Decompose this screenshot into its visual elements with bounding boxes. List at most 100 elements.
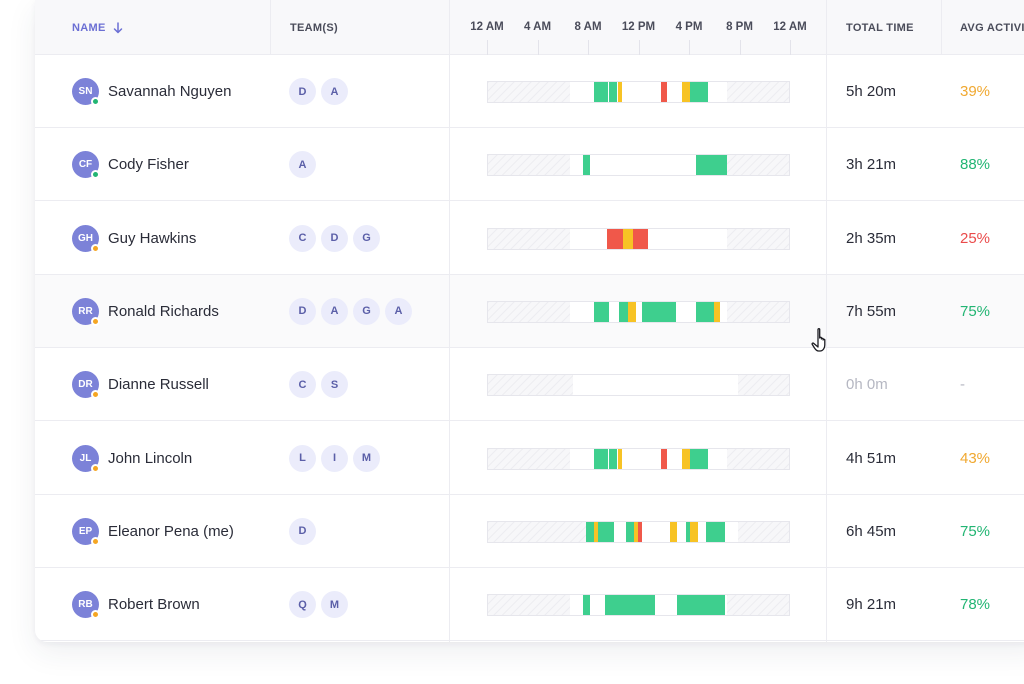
activity-segment[interactable] [594, 301, 610, 322]
avatar[interactable]: SN [72, 78, 99, 105]
table-row[interactable]: CF Cody Fisher A 3h 21m 88% [35, 128, 1024, 202]
member-name[interactable]: John Lincoln [108, 449, 193, 467]
team-chip[interactable]: A [321, 297, 348, 325]
timeline-tick-mark [638, 40, 640, 55]
activity-timeline[interactable] [487, 154, 790, 177]
activity-timeline[interactable] [487, 81, 790, 103]
table-row[interactable]: DR Dianne Russell C S 0h 0m - [35, 348, 1024, 422]
team-chip[interactable]: Q [289, 591, 316, 619]
member-name[interactable]: Guy Hawkins [108, 229, 197, 247]
activity-segment[interactable] [586, 521, 595, 542]
activity-segment[interactable] [618, 82, 622, 102]
activity-segment[interactable] [594, 82, 608, 102]
table-row[interactable]: RB Robert Brown Q M 9h 21m 78% [35, 568, 1024, 642]
team-chip[interactable]: G [353, 297, 380, 325]
team-chip[interactable]: A [385, 297, 412, 325]
status-dot [91, 243, 100, 253]
activity-segment[interactable] [696, 301, 714, 322]
activity-timeline[interactable] [487, 227, 790, 250]
team-chip[interactable]: L [289, 444, 316, 472]
team-chip[interactable]: A [289, 151, 316, 179]
member-name[interactable]: Savannah Nguyen [108, 83, 232, 100]
status-dot [91, 610, 100, 620]
member-name[interactable]: Dianne Russell [108, 376, 209, 394]
activity-segment[interactable] [690, 521, 698, 542]
activity-segment[interactable] [628, 301, 636, 322]
member-name[interactable]: Robert Brown [108, 596, 200, 614]
team-chip[interactable]: A [321, 78, 348, 105]
activity-segment[interactable] [638, 521, 643, 542]
activity-segment[interactable] [642, 301, 677, 322]
activity-segment[interactable] [696, 155, 727, 176]
activity-timeline[interactable] [487, 520, 790, 543]
column-header-name[interactable]: NAME [72, 0, 123, 55]
table-row[interactable]: GH Guy Hawkins C D G 2h 35m 25% [35, 202, 1024, 275]
arrow-down-icon[interactable] [113, 21, 123, 34]
activity-segment[interactable] [625, 521, 635, 542]
team-chip[interactable]: C [289, 371, 316, 399]
total-time: 9h 21m [846, 596, 897, 614]
team-chip[interactable]: D [289, 78, 316, 105]
column-header-total-time[interactable]: TOTAL TIME [846, 21, 914, 34]
time-tracking-table: NAME TEAM(S) 12 AM 4 AM 8 AM 12 PM 4 PM 8 PM 1… [35, 0, 1024, 642]
activity-segment[interactable] [634, 521, 639, 542]
timeline-tick-mark [739, 40, 741, 55]
timeline-tick-label: 4 PM [675, 21, 703, 33]
team-chip[interactable]: M [353, 444, 380, 472]
activity-segment[interactable] [633, 228, 649, 249]
total-time: 6h 45m [846, 522, 897, 540]
team-chip[interactable]: D [289, 517, 316, 545]
activity-segment[interactable] [597, 521, 615, 542]
timeline-tick-label: 4 AM [523, 21, 552, 33]
activity-segment[interactable] [686, 521, 690, 542]
team-chip[interactable]: I [321, 444, 348, 472]
off-hours-range [726, 228, 789, 249]
activity-segment[interactable] [713, 301, 721, 322]
team-chip[interactable]: C [289, 224, 316, 252]
activity-segment[interactable] [706, 521, 726, 542]
table-row[interactable]: EP Eleanor Pena (me) D 6h 45m 75% [35, 495, 1024, 568]
activity-segment[interactable] [605, 595, 655, 616]
status-dot [91, 97, 100, 106]
activity-segment[interactable] [682, 448, 690, 469]
activity-segment[interactable] [623, 228, 634, 249]
activity-segment[interactable] [609, 448, 617, 469]
activity-segment[interactable] [594, 448, 608, 469]
activity-segment[interactable] [618, 448, 622, 469]
activity-segment[interactable] [660, 448, 668, 469]
activity-segment[interactable] [606, 228, 624, 249]
activity-timeline[interactable] [487, 300, 790, 323]
table-row[interactable]: SN Savannah Nguyen D A 5h 20m 39% [35, 55, 1024, 128]
column-header-teams[interactable]: TEAM(S) [290, 21, 338, 34]
activity-timeline[interactable] [487, 447, 790, 470]
activity-segment[interactable] [690, 448, 708, 469]
column-header-avg-activity[interactable]: AVG ACTIVITY [960, 21, 1024, 34]
table-row[interactable]: JL John Lincoln L I M 4h 51m 43% [35, 422, 1024, 495]
member-name[interactable]: Cody Fisher [108, 156, 189, 174]
activity-segment[interactable] [609, 82, 617, 102]
table-row[interactable]: RR Ronald Richards D A G A 7h 55m 75% [35, 274, 1024, 348]
member-name[interactable]: Ronald Richards [108, 302, 219, 320]
team-chip[interactable]: G [353, 224, 380, 252]
member-name[interactable]: Eleanor Pena (me) [108, 522, 234, 540]
activity-segment[interactable] [669, 521, 678, 542]
team-chip[interactable]: D [289, 297, 316, 325]
total-time: 5h 20m [846, 83, 897, 100]
activity-segment[interactable] [677, 595, 726, 616]
activity-segment[interactable] [582, 155, 591, 176]
activity-segment[interactable] [582, 595, 591, 616]
timeline-tick-label: 12 AM [470, 21, 504, 33]
activity-segment[interactable] [660, 82, 668, 102]
activity-segment[interactable] [682, 82, 690, 102]
activity-segment[interactable] [594, 521, 598, 542]
activity-timeline[interactable] [487, 374, 790, 397]
team-chip[interactable]: S [321, 371, 348, 399]
activity-segment[interactable] [690, 82, 708, 102]
team-chip[interactable]: M [321, 591, 348, 619]
activity-timeline[interactable] [487, 594, 790, 617]
activity-segment[interactable] [619, 301, 629, 322]
team-chip[interactable]: D [321, 224, 348, 252]
